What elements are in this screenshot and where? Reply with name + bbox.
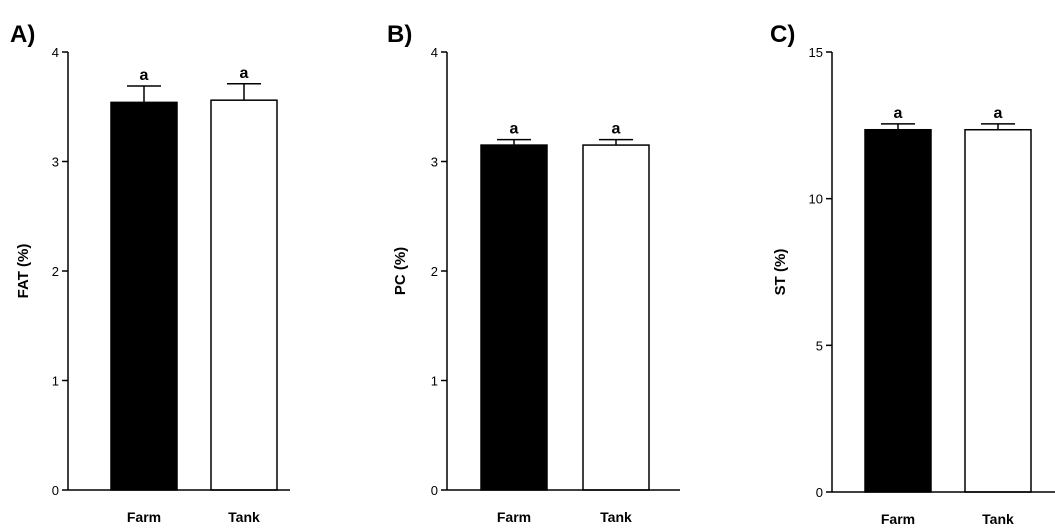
x-tick-label: Farm	[127, 509, 161, 525]
panel-letter: B)	[387, 21, 412, 48]
y-tick-label: 0	[52, 483, 59, 498]
y-tick-label: 4	[431, 45, 438, 60]
bar-farm	[110, 101, 178, 491]
panel-letter: A)	[10, 21, 35, 48]
y-tick-label: 5	[816, 338, 823, 353]
y-tick-label: 2	[431, 264, 438, 279]
panel-c: C) ST (%) a Farm a Tank 0 5 10 15	[770, 21, 1055, 527]
y-axis-label: FAT (%)	[15, 244, 32, 299]
significance-label: a	[510, 121, 519, 138]
y-tick-label: 3	[431, 155, 438, 170]
x-tick-label: Farm	[881, 511, 915, 527]
y-tick-label: 2	[52, 264, 59, 279]
y-tick-label: 1	[431, 374, 438, 389]
x-tick-label: Tank	[228, 509, 260, 525]
y-tick-label: 1	[52, 374, 59, 389]
bar-farm	[864, 128, 932, 493]
panel-b: B) PC (%) a Farm a Tank 0 1 2 3 4	[387, 21, 680, 525]
significance-label: a	[240, 65, 249, 82]
bar-tank	[210, 99, 278, 491]
x-tick-label: Farm	[497, 509, 531, 525]
significance-label: a	[140, 67, 149, 84]
bar-tank	[964, 128, 1032, 493]
y-tick-label: 3	[52, 155, 59, 170]
panel-a: A) FAT (%) a Farm a Tank 0 1 2 3 4	[10, 21, 290, 525]
y-tick-label: 15	[809, 45, 823, 60]
y-axis-label: PC (%)	[392, 247, 409, 295]
bar-tank	[582, 144, 650, 491]
bar-farm	[480, 144, 548, 491]
x-tick-label: Tank	[982, 511, 1014, 527]
y-tick-label: 0	[816, 485, 823, 500]
y-tick-label: 0	[431, 483, 438, 498]
panel-letter: C)	[770, 21, 795, 48]
significance-label: a	[994, 105, 1003, 122]
y-axis-label: ST (%)	[772, 249, 789, 296]
y-tick-label: 4	[52, 45, 59, 60]
y-tick-label: 10	[809, 192, 823, 207]
significance-label: a	[894, 105, 903, 122]
significance-label: a	[612, 121, 621, 138]
x-tick-label: Tank	[600, 509, 632, 525]
